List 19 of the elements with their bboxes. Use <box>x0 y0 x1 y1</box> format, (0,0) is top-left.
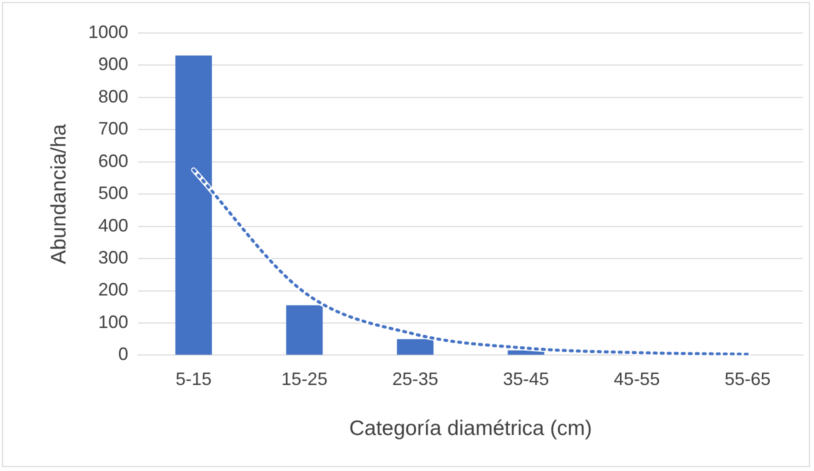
y-axis-title: Abundancia/ha <box>47 124 70 264</box>
x-tick-label: 45-55 <box>614 368 660 389</box>
y-tick-label: 100 <box>98 312 128 332</box>
y-tick-label: 900 <box>98 54 128 74</box>
y-tick-label: 600 <box>98 150 128 171</box>
y-tick-label: 400 <box>98 215 128 236</box>
x-tick-label: 35-45 <box>502 368 550 389</box>
y-tick-label: 0 <box>118 344 128 364</box>
y-tick-label: 300 <box>98 248 128 268</box>
x-axis-title: Categoría diamétrica (cm) <box>349 417 592 440</box>
y-tick-label: 700 <box>98 118 128 139</box>
y-tick-label: 200 <box>98 280 128 300</box>
x-tick-label: 5-15 <box>176 368 212 389</box>
y-tick-label: 1000 <box>88 22 128 42</box>
x-tick-label: 55-65 <box>724 368 771 389</box>
y-tick-label: 800 <box>98 86 128 106</box>
x-tick-label: 15-25 <box>281 368 328 389</box>
y-tick-label: 500 <box>98 183 128 204</box>
x-tick-label: 25-35 <box>392 368 438 389</box>
